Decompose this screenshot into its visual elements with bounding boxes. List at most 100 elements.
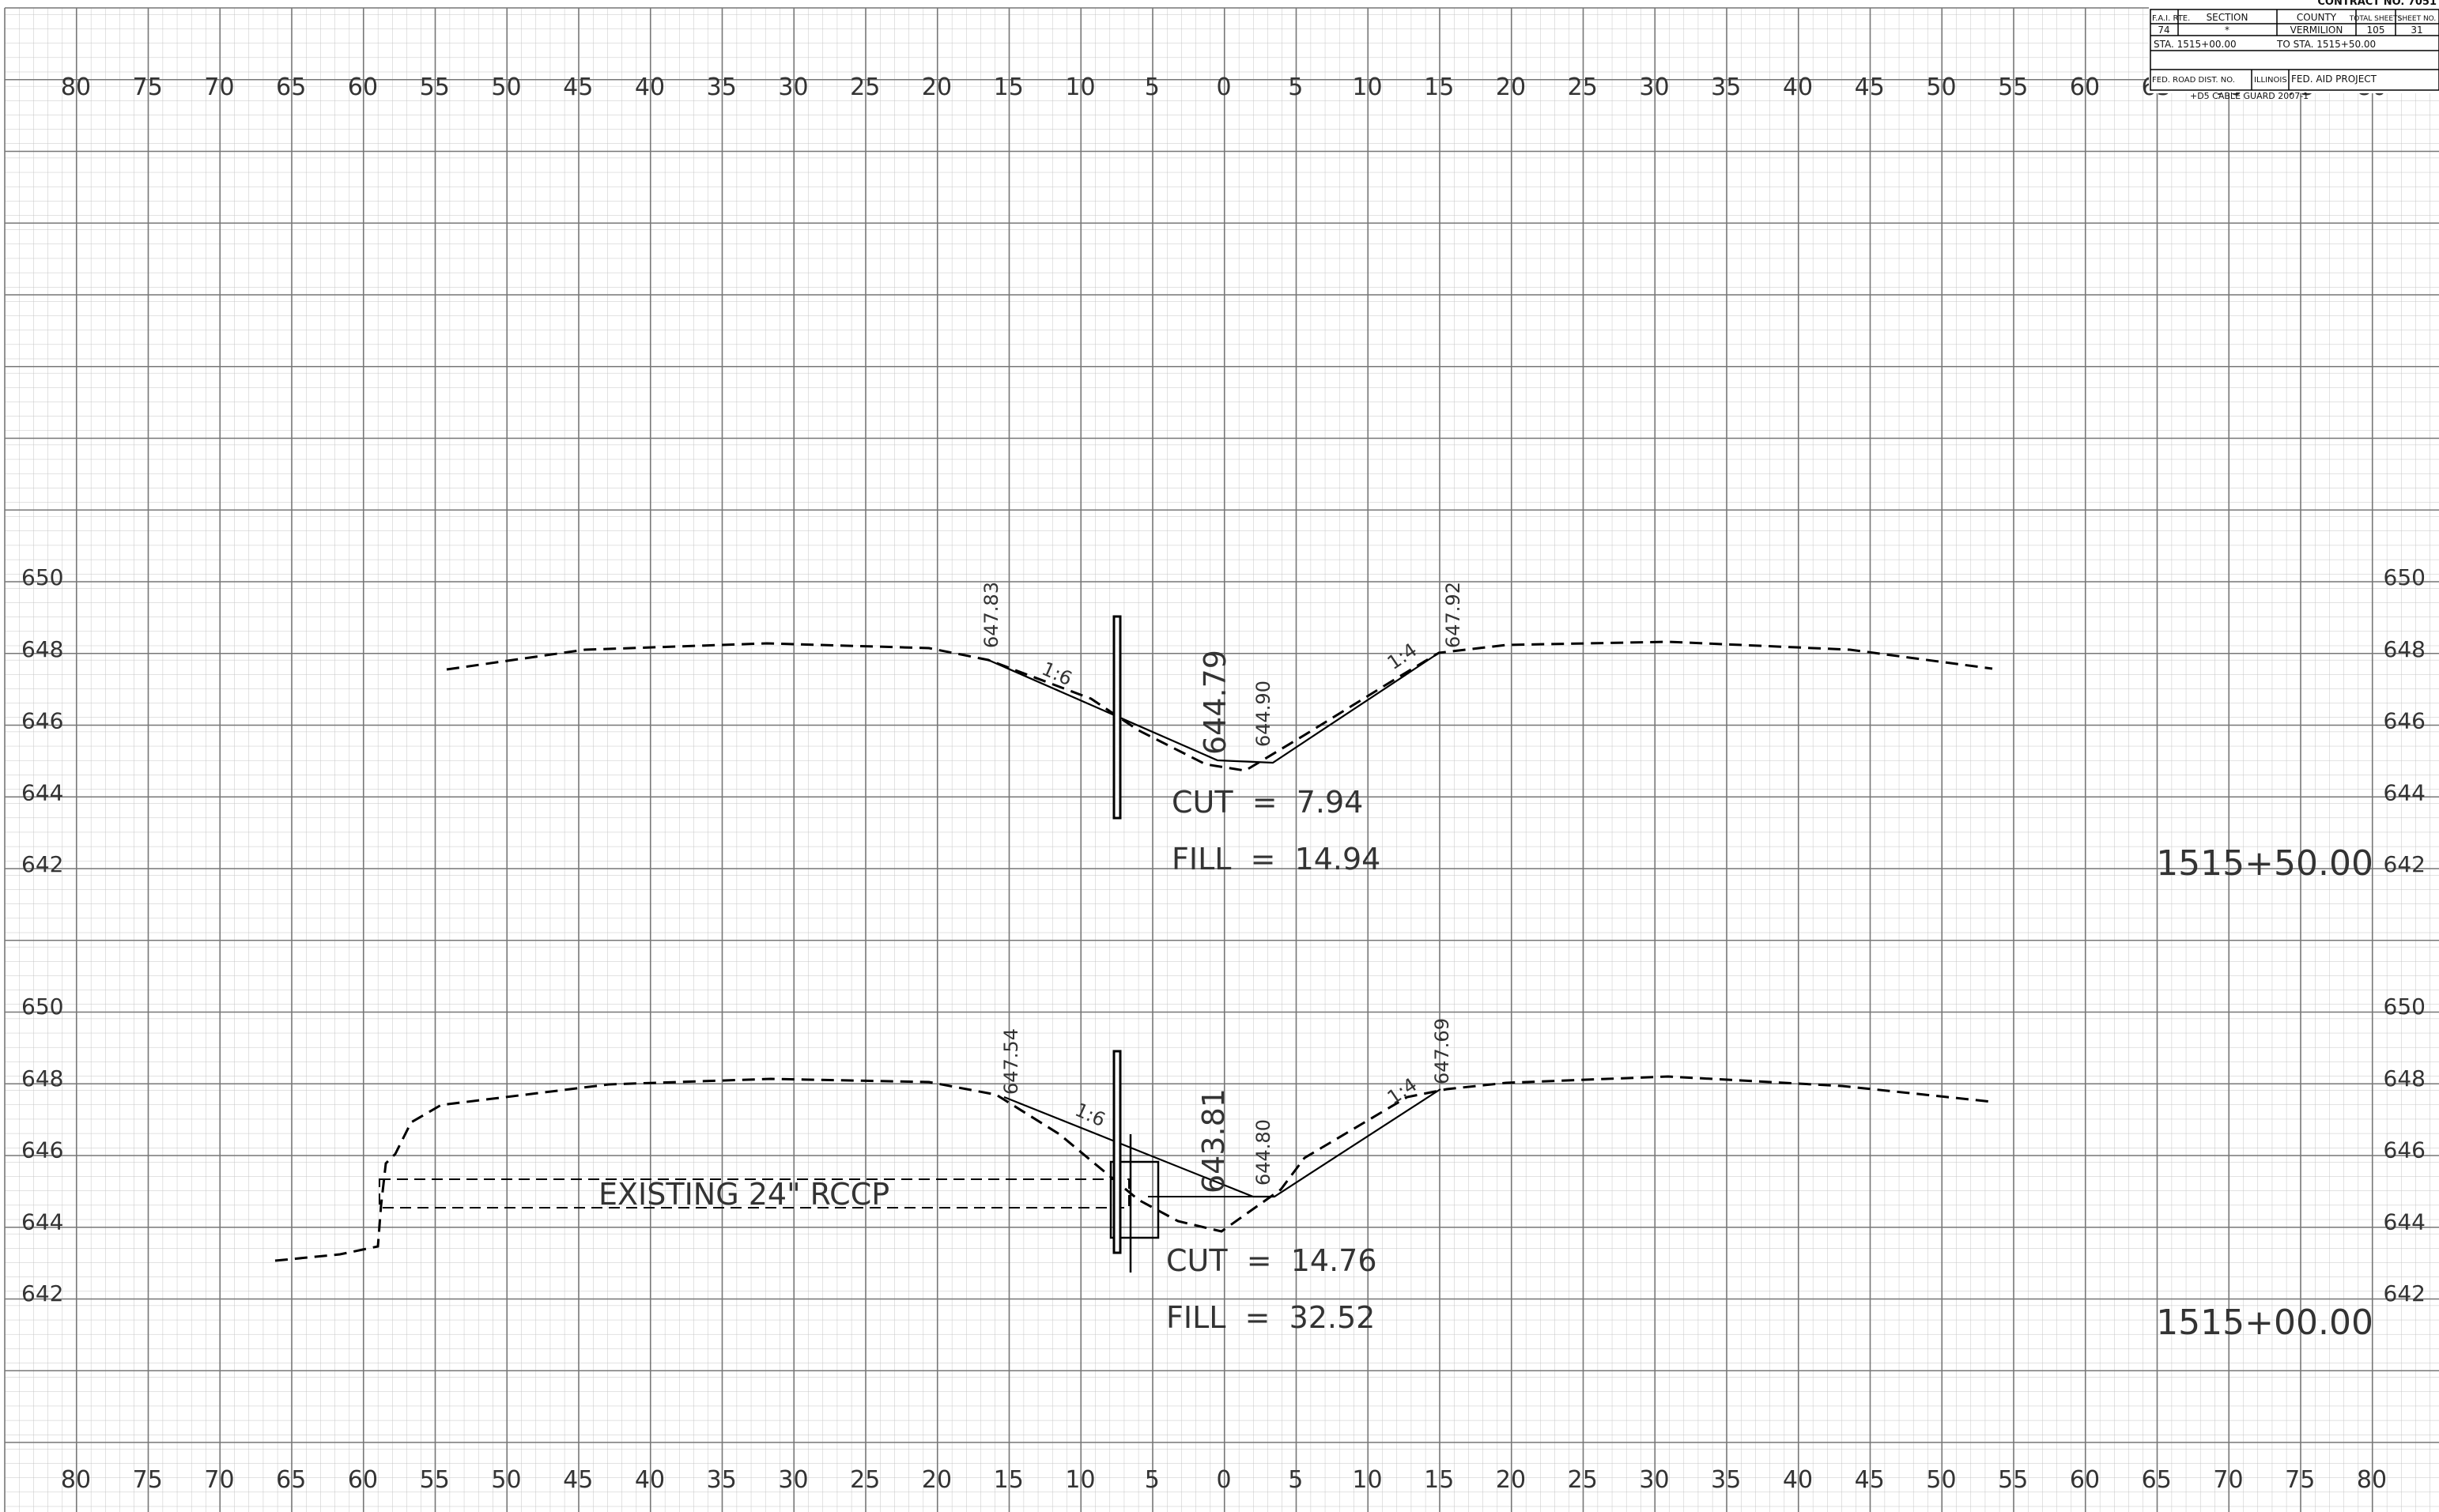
top-offset-label: 50 xyxy=(1926,74,1956,101)
section-1515-00: 650 650 648 648 646 646 644 644 642 642 EXISTING … xyxy=(21,994,2426,1343)
elev-label-center-a: 643.81 xyxy=(1196,1088,1231,1193)
station-from: STA. 1515+00.00 xyxy=(2154,39,2237,50)
elevation-label: 646 xyxy=(21,708,63,734)
value-county: VERMILION xyxy=(2290,25,2343,36)
bottom-offset-label: 20 xyxy=(1496,1466,1526,1494)
top-offset-label: 80 xyxy=(61,74,91,101)
bottom-offset-label: 65 xyxy=(276,1466,306,1494)
top-offset-label: 65 xyxy=(276,74,306,101)
state: ILLINOIS xyxy=(2254,76,2287,85)
elevation-labels: 650 650 648 648 646 646 644 644 642 642 xyxy=(21,564,2426,877)
bottom-offset-label: 55 xyxy=(420,1466,450,1494)
bottom-offset-label: 30 xyxy=(1639,1466,1669,1494)
top-offset-label: 55 xyxy=(420,74,450,101)
bottom-offset-label: 25 xyxy=(1568,1466,1598,1494)
elevation-label: 642 xyxy=(2384,1280,2426,1307)
value-section: * xyxy=(2225,25,2229,36)
bottom-offset-label: 60 xyxy=(2070,1466,2100,1494)
bottom-offset-label: 50 xyxy=(1926,1466,1956,1494)
bottom-offset-label: 55 xyxy=(1998,1466,2028,1494)
title-block: CONTRACT NO. 7051 F.A.I. RTE. SECTION CO… xyxy=(2149,0,2439,101)
elevation-labels: 650 650 648 648 646 646 644 644 642 642 xyxy=(21,994,2426,1307)
bottom-offset-label: 30 xyxy=(778,1466,808,1494)
bottom-offset-label: 45 xyxy=(563,1466,593,1494)
elevation-label: 646 xyxy=(2384,1137,2426,1163)
cut-value: CUT = 7.94 xyxy=(1172,785,1363,820)
bottom-offset-label: 5 xyxy=(1145,1466,1160,1494)
bottom-offset-label: 40 xyxy=(635,1466,665,1494)
value-rte: 74 xyxy=(2158,25,2169,36)
bottom-offset-label: 75 xyxy=(133,1466,163,1494)
value-sheet-no: 31 xyxy=(2411,25,2422,36)
bottom-offset-label: 80 xyxy=(2357,1466,2387,1494)
fed-road-dist: FED. ROAD DIST. NO. xyxy=(2152,76,2235,85)
top-offset-label: 45 xyxy=(1855,74,1885,101)
top-offset-label: 45 xyxy=(563,74,593,101)
contract-number: CONTRACT NO. 7051 xyxy=(2317,0,2437,8)
bottom-offset-label: 35 xyxy=(707,1466,737,1494)
elevation-label: 646 xyxy=(21,1137,63,1163)
bottom-offset-label: 10 xyxy=(1065,1466,1095,1494)
elevation-label: 648 xyxy=(2384,1065,2426,1092)
existing-ground-line xyxy=(446,640,1993,772)
top-offset-label: 35 xyxy=(1711,74,1741,101)
elevation-label: 650 xyxy=(2384,994,2426,1020)
elevation-label: 642 xyxy=(2384,851,2426,877)
bottom-offset-label: 25 xyxy=(850,1466,880,1494)
elevation-label: 644 xyxy=(21,1208,63,1235)
bottom-offset-label: 65 xyxy=(2142,1466,2172,1494)
bottom-offset-label: 80 xyxy=(61,1466,91,1494)
elevation-label: 648 xyxy=(21,1065,63,1092)
elevation-label: 642 xyxy=(21,851,63,877)
top-offset-label: 60 xyxy=(2070,74,2100,101)
top-offset-label: 5 xyxy=(1145,74,1160,101)
header-total-sheets: TOTAL SHEETS xyxy=(2349,15,2403,23)
elevation-label: 650 xyxy=(2384,564,2426,590)
elev-label-right: 647.92 xyxy=(1442,582,1464,648)
value-total-sheets: 105 xyxy=(2367,25,2385,36)
fill-value: FILL = 14.94 xyxy=(1172,842,1380,877)
bottom-offset-label: 0 xyxy=(1216,1466,1231,1494)
bottom-offset-label: 15 xyxy=(994,1466,1024,1494)
cable-guard-post xyxy=(1112,615,1122,820)
header-sheet-no: SHEET NO. xyxy=(2398,15,2437,23)
top-offset-label: 20 xyxy=(1496,74,1526,101)
header-county: COUNTY xyxy=(2297,12,2337,23)
elevation-label: 646 xyxy=(2384,708,2426,734)
header-section: SECTION xyxy=(2207,12,2248,23)
bottom-offset-label: 70 xyxy=(2213,1466,2243,1494)
elev-label-center-b: 644.90 xyxy=(1252,681,1274,747)
bottom-offset-label: 60 xyxy=(348,1466,378,1494)
elevation-label: 648 xyxy=(2384,636,2426,662)
bottom-offset-label: 10 xyxy=(1352,1466,1382,1494)
top-offset-label: 60 xyxy=(348,74,378,101)
top-offset-label: 50 xyxy=(491,74,521,101)
top-offset-label: 40 xyxy=(1783,74,1813,101)
fed-aid-project: FED. AID PROJECT xyxy=(2291,74,2377,85)
top-offset-label: 70 xyxy=(204,74,234,101)
bottom-offset-label: 50 xyxy=(491,1466,521,1494)
fill-value: FILL = 32.52 xyxy=(1166,1300,1375,1335)
top-offset-label: 30 xyxy=(1639,74,1669,101)
elev-label-right: 647.69 xyxy=(1431,1018,1453,1084)
elevation-label: 650 xyxy=(21,994,63,1020)
proposed-ditch-line xyxy=(987,652,1440,764)
existing-pipe xyxy=(379,1178,1130,1208)
offset-scale-bottom: 80 75 70 65 60 55 50 45 40 35 30 25 20 15 10 5 0 5 10 15 20 2… xyxy=(61,1466,2387,1494)
top-offset-label: 40 xyxy=(635,74,665,101)
station-label: 1515+50.00 xyxy=(2156,843,2373,884)
elevation-label: 644 xyxy=(21,779,63,805)
bottom-offset-label: 35 xyxy=(1711,1466,1741,1494)
top-offset-label: 10 xyxy=(1352,74,1382,101)
top-offset-label: 35 xyxy=(707,74,737,101)
top-offset-label: 10 xyxy=(1065,74,1095,101)
proposed-ditch-line xyxy=(1003,1088,1441,1198)
top-offset-label: 25 xyxy=(1568,74,1598,101)
elev-label-left: 647.83 xyxy=(980,582,1002,648)
top-offset-label: 0 xyxy=(1216,74,1231,101)
existing-ground-line xyxy=(274,1075,1993,1262)
elev-label-left: 647.54 xyxy=(1000,1028,1022,1095)
top-offset-label: 30 xyxy=(778,74,808,101)
top-offset-label: 5 xyxy=(1288,74,1303,101)
elevation-label: 642 xyxy=(21,1280,63,1307)
